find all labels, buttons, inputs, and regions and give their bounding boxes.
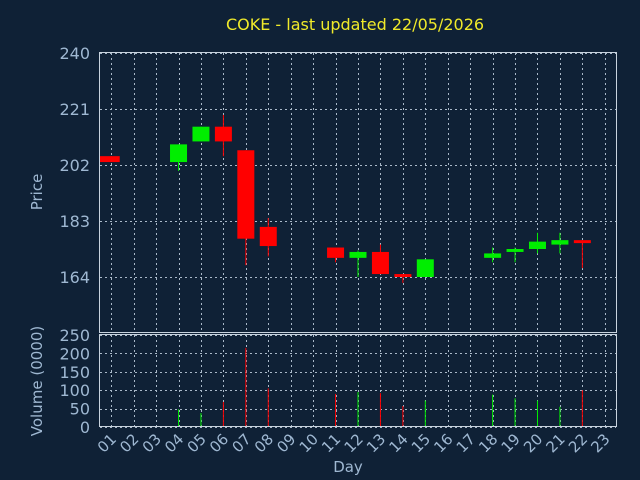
candle-body <box>484 253 502 258</box>
price-tick-labels: 164 183 202 221 240 <box>59 44 90 287</box>
volume-tick-label: 50 <box>70 400 90 419</box>
candle-body <box>259 226 277 247</box>
x-tick-label: 23 <box>587 430 613 456</box>
candle-body <box>506 249 524 252</box>
price-tick-label: 202 <box>59 156 90 175</box>
candle-body <box>573 240 591 244</box>
volume-panel-frame <box>99 334 617 427</box>
volume-tick-label: 0 <box>80 418 90 437</box>
candle-body <box>528 241 546 249</box>
price-grid <box>100 53 616 333</box>
candle-body <box>170 144 188 163</box>
price-axis-title: Price <box>28 174 46 211</box>
x-axis-title: Day <box>333 458 363 476</box>
candle-body <box>237 150 255 239</box>
candlesticks <box>100 114 591 283</box>
candle-body <box>192 126 210 142</box>
volume-tick-label: 250 <box>59 326 90 345</box>
price-tick-label: 164 <box>59 268 90 287</box>
price-panel-frame <box>99 52 617 333</box>
candle-body <box>349 251 367 258</box>
price-tick-label: 240 <box>59 44 90 63</box>
volume-tick-label: 150 <box>59 363 90 382</box>
candle-body <box>100 156 120 163</box>
candle-body <box>416 259 434 277</box>
volume-axis-title: Volume (0000) <box>28 326 46 436</box>
candle-body <box>394 274 412 277</box>
volume-tick-label: 100 <box>59 381 90 400</box>
price-tick-label: 183 <box>59 212 90 231</box>
volume-tick-label: 200 <box>59 344 90 363</box>
candle-body <box>371 251 389 275</box>
volume-bars <box>178 347 583 427</box>
x-tick-labels: 0102030405060708091011121314151617181920… <box>94 430 614 456</box>
candle-body <box>551 240 569 245</box>
candle-body <box>214 126 232 142</box>
chart-title: COKE - last updated 22/05/2026 <box>226 15 484 34</box>
price-tick-label: 221 <box>59 100 90 119</box>
candle-body <box>327 247 345 258</box>
